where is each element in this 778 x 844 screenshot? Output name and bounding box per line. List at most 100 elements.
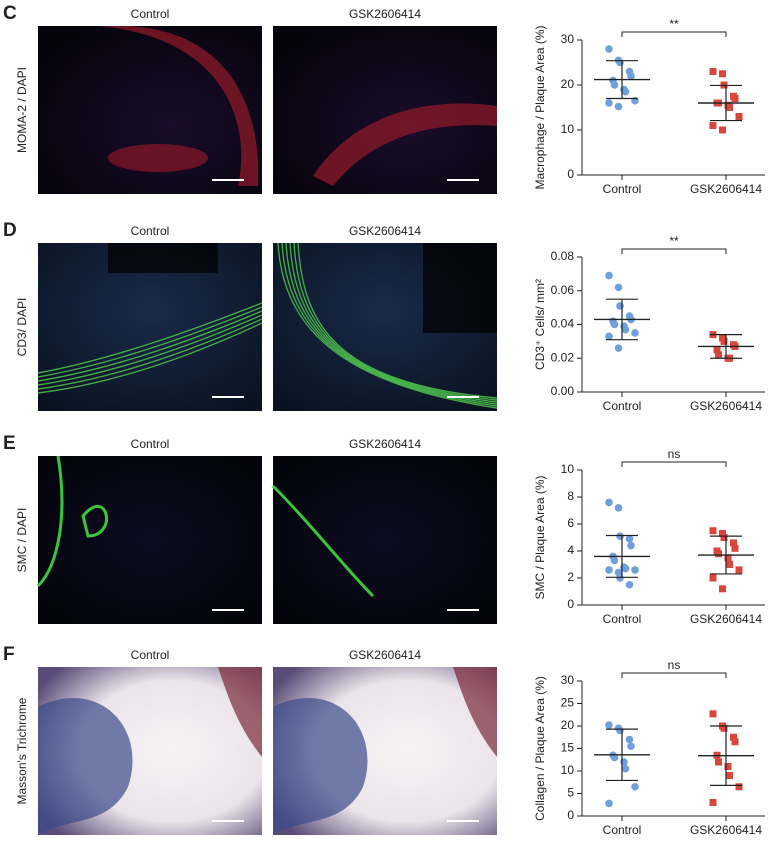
data-point — [735, 783, 743, 791]
micrograph-content — [38, 667, 262, 835]
stain-region — [313, 103, 497, 186]
y-tick-label: 15 — [561, 741, 575, 755]
fiber — [37, 318, 263, 390]
fiber — [37, 314, 263, 386]
data-point — [605, 498, 613, 507]
data-point — [621, 764, 630, 773]
significance-bracket — [621, 31, 727, 37]
y-tick-label: 5 — [567, 786, 574, 800]
x-tick-label: GSK2606414 — [690, 823, 762, 837]
x-tick-label: GSK2606414 — [690, 399, 762, 413]
data-point — [610, 81, 619, 89]
fiber — [36, 455, 108, 588]
significance-bracket — [621, 672, 727, 678]
data-point — [627, 541, 635, 550]
data-point — [720, 337, 728, 345]
data-point — [724, 554, 732, 562]
y-tick-label: 0 — [567, 597, 574, 611]
data-point — [726, 772, 733, 779]
data-point — [720, 724, 728, 732]
image-title: GSK2606414 — [349, 224, 421, 238]
fiber — [37, 302, 263, 374]
fiber — [271, 484, 375, 598]
data-point — [709, 799, 717, 806]
y-tick-label: 2 — [567, 570, 574, 584]
significance-label: ** — [669, 234, 679, 248]
data-point — [726, 561, 733, 568]
y-tick-label: 0 — [567, 808, 574, 822]
y-tick-label: 30 — [561, 32, 575, 46]
data-point — [605, 721, 613, 729]
x-tick-label: Control — [603, 823, 642, 837]
panel-letter: D — [3, 220, 17, 241]
y-tick-label: 20 — [561, 77, 575, 91]
y-tick-label: 8 — [567, 489, 574, 503]
data-point — [621, 325, 630, 334]
image-title: Control — [131, 437, 170, 451]
data-point — [731, 95, 739, 102]
data-point — [631, 566, 639, 574]
data-point — [709, 527, 717, 535]
fiber — [285, 242, 498, 405]
fiber — [37, 310, 263, 382]
data-point — [610, 753, 619, 762]
y-tick-label: 10 — [561, 462, 575, 476]
y-tick-label: 0 — [567, 167, 574, 181]
sd-bar — [710, 84, 742, 122]
data-point — [616, 532, 624, 540]
data-point — [731, 544, 739, 552]
y-tick-label: 0.08 — [551, 249, 575, 263]
y-tick-label: 4 — [567, 543, 574, 557]
y-tick-label: 0.00 — [551, 384, 575, 398]
sd-bar — [606, 298, 638, 341]
fiber — [281, 242, 498, 407]
significance-label: ns — [668, 447, 681, 461]
significance-bracket — [621, 248, 727, 254]
data-point — [735, 113, 743, 120]
image-title: Control — [131, 7, 170, 21]
micrograph-content — [271, 484, 375, 598]
data-point — [620, 758, 628, 766]
panel-letter: F — [3, 644, 15, 665]
data-point — [610, 556, 619, 565]
y-tick-label: 0.02 — [551, 350, 575, 364]
data-point — [730, 733, 737, 741]
tissue — [273, 698, 368, 835]
data-point — [726, 104, 733, 111]
y-tick-label: 10 — [561, 763, 575, 777]
stain-label: CD3/ DAPI — [15, 298, 29, 357]
stain-region — [98, 26, 259, 186]
data-point — [731, 738, 739, 746]
data-point — [621, 564, 630, 573]
panel-letter: E — [3, 433, 16, 454]
image-title: GSK2606414 — [349, 437, 421, 451]
x-tick-label: Control — [603, 182, 642, 196]
data-point — [713, 346, 721, 354]
fiber — [297, 242, 498, 399]
tissue — [453, 667, 497, 757]
sd-bar — [710, 725, 742, 786]
data-point — [627, 72, 635, 80]
y-tick-label: 10 — [561, 122, 575, 136]
x-tick-label: GSK2606414 — [690, 612, 762, 626]
data-point — [614, 344, 623, 352]
data-point — [605, 566, 613, 574]
data-point — [605, 45, 613, 53]
data-point — [631, 782, 639, 791]
significance-label: ** — [669, 17, 679, 31]
y-tick-label: 30 — [561, 673, 575, 687]
x-tick-label: Control — [603, 612, 642, 626]
y-tick-label: 20 — [561, 718, 575, 732]
sd-bar — [606, 534, 638, 578]
data-point — [709, 122, 717, 129]
image-title: Control — [131, 224, 170, 238]
data-point — [625, 735, 634, 744]
data-point — [625, 580, 634, 589]
data-point — [614, 102, 623, 111]
data-point — [605, 799, 613, 808]
data-point — [719, 126, 726, 134]
y-axis-label: Collagen / Plaque Area (%) — [533, 676, 547, 821]
data-point — [614, 504, 623, 512]
data-point — [709, 710, 717, 718]
